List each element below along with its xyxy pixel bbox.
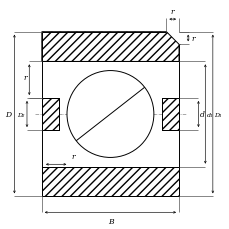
- Text: d₁: d₁: [206, 112, 212, 117]
- Bar: [42, 167, 178, 196]
- Circle shape: [67, 71, 153, 158]
- Text: B: B: [107, 217, 113, 225]
- Text: D₁: D₁: [213, 112, 221, 117]
- Text: r: r: [170, 8, 174, 16]
- Text: d: d: [199, 111, 204, 118]
- Text: D: D: [5, 111, 11, 118]
- Text: r: r: [23, 74, 27, 82]
- Text: r: r: [71, 152, 75, 160]
- Text: D₂: D₂: [17, 112, 25, 117]
- Polygon shape: [42, 33, 178, 62]
- Text: r: r: [191, 35, 194, 43]
- Bar: [42, 98, 59, 131]
- Bar: [161, 98, 178, 131]
